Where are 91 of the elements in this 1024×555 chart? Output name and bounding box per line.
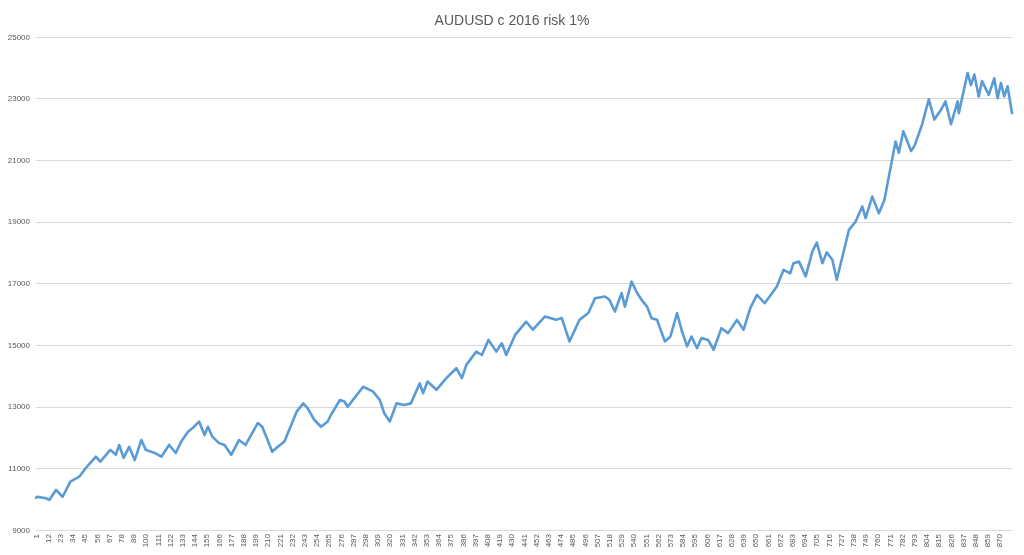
x-tick-label: 804	[922, 533, 932, 548]
y-tick-label: 17000	[7, 279, 31, 288]
x-tick-label: 639	[739, 533, 749, 548]
x-tick-label: 144	[190, 533, 200, 548]
x-tick-label: 760	[873, 533, 883, 548]
x-tick-label: 1	[31, 533, 41, 539]
x-tick-label: 177	[226, 533, 236, 548]
x-tick-label: 243	[299, 533, 309, 548]
y-tick-label: 23000	[7, 94, 31, 104]
x-tick-label: 683	[787, 533, 797, 548]
x-tick-label: 551	[641, 533, 651, 548]
y-tick-label: 21000	[7, 155, 31, 165]
x-tick-label: 78	[116, 533, 126, 543]
x-tick-label: 518	[604, 533, 614, 548]
x-tick-label: 199	[251, 533, 261, 548]
x-tick-label: 89	[129, 533, 139, 543]
x-tick-label: 45	[80, 533, 90, 543]
x-tick-label: 265	[324, 533, 334, 548]
x-tick-label: 584	[678, 533, 688, 548]
x-tick-label: 837	[958, 533, 968, 548]
x-tick-label: 386	[458, 533, 468, 548]
x-tick-label: 463	[543, 533, 553, 548]
x-tick-label: 287	[348, 533, 358, 548]
x-tick-label: 342	[409, 533, 419, 548]
x-tick-label: 782	[897, 533, 907, 548]
x-tick-label: 738	[848, 533, 858, 548]
chart-title: AUDUSD c 2016 risk 1%	[434, 12, 590, 28]
x-tick-label: 727	[836, 533, 846, 548]
x-tick-label: 298	[360, 533, 370, 548]
x-tick-label: 210	[263, 533, 273, 548]
x-tick-label: 331	[397, 533, 407, 548]
x-tick-label: 441	[519, 533, 529, 548]
x-tick-label: 133	[177, 533, 187, 548]
y-tick-label: 15000	[7, 340, 31, 350]
y-tick-label: 11000	[8, 463, 31, 473]
x-tick-label: 23	[55, 533, 65, 543]
y-tick-label: 13000	[7, 402, 31, 412]
x-tick-label: 12	[43, 533, 53, 543]
x-tick-label: 166	[214, 533, 224, 548]
y-tick-label: 9000	[12, 525, 31, 535]
x-tick-label: 661	[763, 533, 773, 548]
x-tick-label: 826	[946, 533, 956, 548]
x-tick-label: 562	[653, 533, 663, 548]
x-tick-label: 672	[775, 533, 785, 548]
x-tick-label: 694	[800, 533, 810, 548]
x-tick-label: 100	[141, 533, 151, 548]
x-tick-label: 364	[434, 533, 444, 548]
x-tick-label: 254	[312, 533, 322, 548]
x-tick-label: 540	[629, 533, 639, 548]
x-tick-label: 408	[482, 533, 492, 548]
x-tick-label: 397	[470, 533, 480, 548]
x-tick-label: 430	[507, 533, 517, 548]
x-tick-label: 419	[495, 533, 505, 548]
x-tick-label: 309	[373, 533, 383, 548]
x-tick-label: 848	[970, 533, 980, 548]
x-tick-label: 496	[580, 533, 590, 548]
x-tick-label: 716	[824, 533, 834, 548]
x-tick-label: 749	[861, 533, 871, 548]
x-tick-label: 452	[531, 533, 541, 548]
x-tick-label: 34	[68, 533, 78, 543]
x-tick-label: 485	[568, 533, 578, 548]
x-tick-label: 606	[702, 533, 712, 548]
x-tick-label: 353	[421, 533, 431, 548]
x-tick-label: 474	[556, 533, 566, 548]
x-tick-label: 815	[934, 533, 944, 548]
x-tick-label: 155	[202, 533, 212, 548]
line-series	[34, 71, 1014, 502]
x-tick-label: 859	[983, 533, 993, 548]
x-tick-label: 221	[275, 533, 285, 548]
x-tick-label: 595	[690, 533, 700, 548]
x-tick-label: 628	[726, 533, 736, 548]
x-tick-label: 771	[885, 533, 895, 548]
x-tick-label: 232	[287, 533, 297, 548]
x-tick-label: 56	[92, 533, 102, 543]
x-tick-label: 573	[665, 533, 675, 548]
x-tick-label: 793	[909, 533, 919, 548]
x-tick-label: 705	[812, 533, 822, 548]
x-tick-label: 188	[238, 533, 248, 548]
y-tick-label: 19000	[7, 217, 31, 227]
x-tick-label: 529	[617, 533, 627, 548]
x-tick-label: 122	[165, 533, 175, 548]
x-tick-label: 67	[104, 533, 114, 543]
x-tick-label: 111	[153, 533, 163, 547]
x-tick-label: 276	[336, 533, 346, 548]
x-tick-label: 507	[592, 533, 602, 548]
x-tick-label: 617	[714, 533, 724, 548]
x-tick-label: 650	[751, 533, 761, 548]
x-tick-label: 375	[446, 533, 456, 548]
x-tick-label: 870	[995, 533, 1005, 548]
x-tick-label: 320	[385, 533, 395, 548]
y-tick-label: 25000	[7, 32, 31, 42]
